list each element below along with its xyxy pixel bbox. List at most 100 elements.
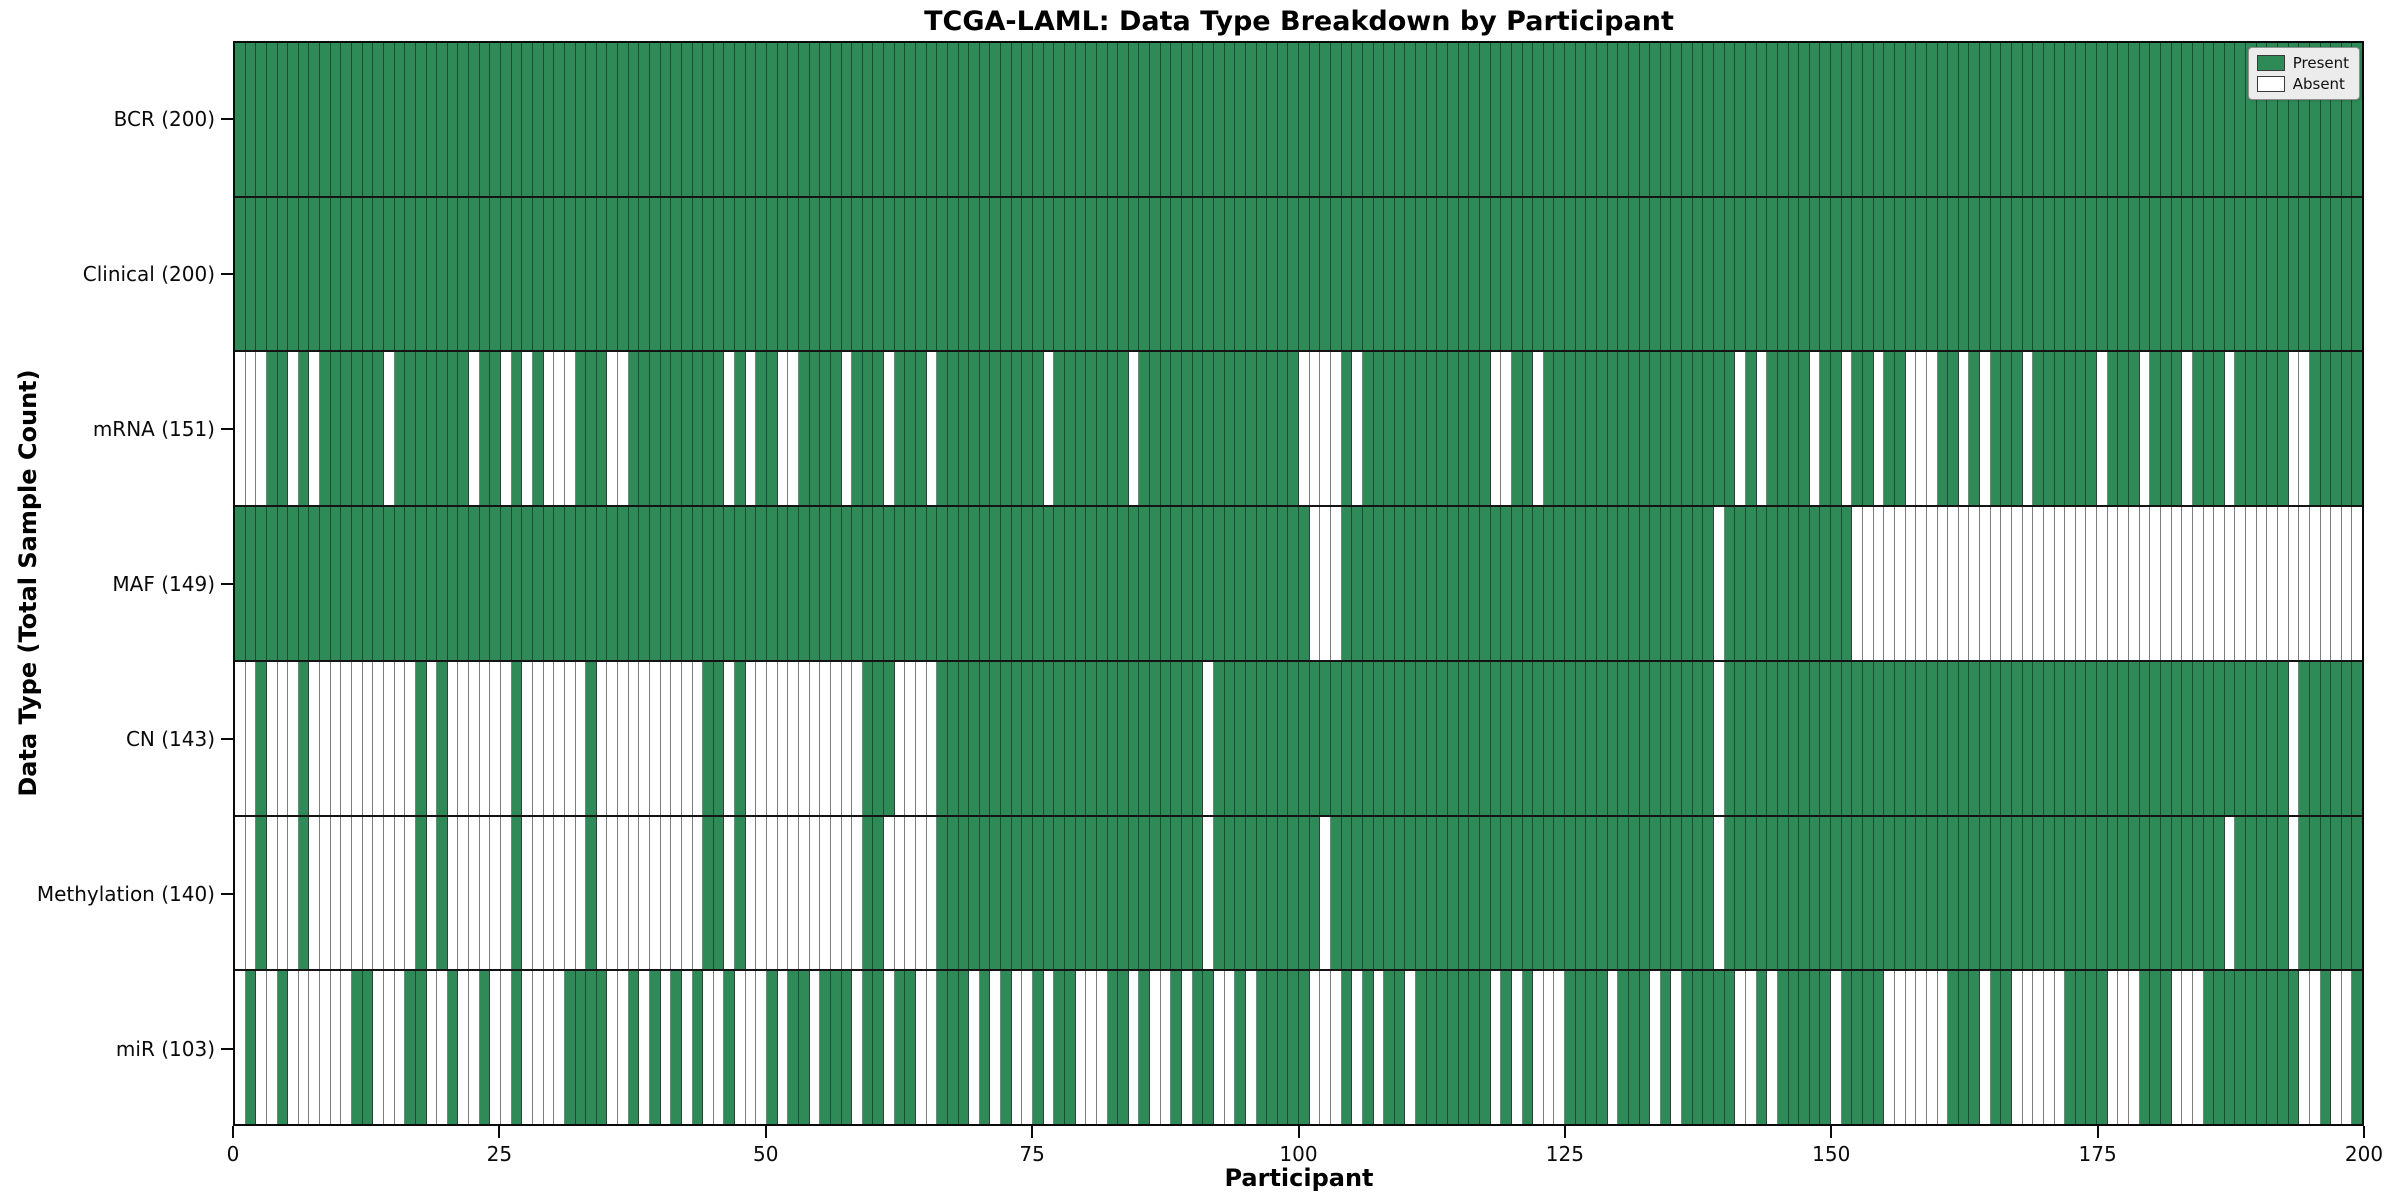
heatmap-cell bbox=[2352, 507, 2363, 660]
heatmap-cell bbox=[1086, 971, 1097, 1125]
heatmap-cell bbox=[511, 352, 523, 506]
heatmap-cell bbox=[298, 971, 310, 1125]
heatmap-cell bbox=[1980, 971, 1991, 1125]
heatmap-cell bbox=[1639, 661, 1651, 815]
heatmap-cell bbox=[1799, 352, 1810, 506]
heatmap-cell bbox=[2309, 507, 2321, 660]
heatmap-cell bbox=[2107, 661, 2119, 815]
heatmap-cell bbox=[543, 352, 555, 506]
heatmap-cell bbox=[1011, 507, 1023, 660]
heatmap-cell bbox=[2182, 971, 2193, 1125]
heatmap-cell bbox=[1522, 43, 1534, 196]
heatmap-cell bbox=[692, 352, 704, 506]
heatmap-cell bbox=[1479, 816, 1491, 970]
heatmap-cell bbox=[660, 971, 672, 1125]
heatmap-cell bbox=[1692, 661, 1704, 815]
heatmap-cell bbox=[2107, 816, 2119, 970]
heatmap-cell bbox=[1905, 816, 1917, 970]
heatmap-cell bbox=[852, 197, 863, 351]
heatmap-cell bbox=[2065, 352, 2076, 506]
heatmap-cell bbox=[1128, 816, 1140, 970]
heatmap-cell bbox=[2129, 971, 2140, 1125]
heatmap-cell bbox=[2331, 507, 2342, 660]
heatmap-cell bbox=[1777, 661, 1789, 815]
heatmap-cell bbox=[2331, 197, 2342, 351]
heatmap-cell bbox=[298, 43, 310, 196]
heatmap-cell bbox=[394, 816, 406, 970]
heatmap-cell bbox=[266, 661, 278, 815]
heatmap-cell bbox=[607, 43, 619, 196]
heatmap-cell bbox=[341, 43, 353, 196]
heatmap-cell bbox=[703, 661, 714, 815]
heatmap-cell bbox=[373, 507, 384, 660]
heatmap-cell bbox=[767, 816, 778, 970]
heatmap-cell bbox=[1171, 971, 1183, 1125]
heatmap-cell bbox=[352, 352, 363, 506]
heatmap-cell bbox=[1543, 197, 1555, 351]
heatmap-cell bbox=[1756, 661, 1768, 815]
heatmap-cell bbox=[1213, 661, 1225, 815]
heatmap-cell bbox=[266, 507, 278, 660]
heatmap-cell bbox=[894, 661, 906, 815]
heatmap-cell bbox=[1767, 661, 1778, 815]
heatmap-cell bbox=[309, 971, 321, 1125]
heatmap-cell bbox=[916, 352, 927, 506]
heatmap-cell bbox=[1150, 816, 1161, 970]
heatmap-cell bbox=[330, 971, 342, 1125]
heatmap-cell bbox=[1448, 197, 1459, 351]
heatmap-cell bbox=[479, 352, 491, 506]
heatmap-cell bbox=[245, 971, 257, 1125]
heatmap-cell bbox=[607, 507, 619, 660]
heatmap-cell bbox=[437, 43, 448, 196]
heatmap-cell bbox=[2331, 352, 2342, 506]
heatmap-cell bbox=[1139, 43, 1151, 196]
heatmap-cell bbox=[490, 507, 502, 660]
heatmap-cell bbox=[1554, 352, 1566, 506]
heatmap-cell bbox=[1554, 971, 1566, 1125]
x-tick-label: 100 bbox=[1279, 1142, 1318, 1166]
heatmap-cell bbox=[905, 352, 916, 506]
heatmap-cell bbox=[1426, 971, 1438, 1125]
heatmap-cell bbox=[1788, 352, 1800, 506]
heatmap-cell bbox=[1682, 43, 1693, 196]
heatmap-cell bbox=[1703, 661, 1715, 815]
heatmap-cell bbox=[1426, 352, 1438, 506]
heatmap-cell bbox=[681, 507, 693, 660]
heatmap-cell bbox=[1873, 971, 1885, 1125]
heatmap-cell bbox=[926, 971, 938, 1125]
heatmap-cell bbox=[1341, 507, 1353, 660]
heatmap-cell bbox=[2267, 816, 2278, 970]
heatmap-cell bbox=[1352, 352, 1363, 506]
heatmap-cell bbox=[1937, 661, 1949, 815]
heatmap-cell bbox=[873, 352, 885, 506]
heatmap-cell bbox=[979, 971, 991, 1125]
heatmap-cell bbox=[660, 352, 672, 506]
heatmap-cell bbox=[1182, 507, 1193, 660]
heatmap-cell bbox=[2256, 816, 2268, 970]
heatmap-cell bbox=[2001, 507, 2012, 660]
heatmap-cell bbox=[703, 507, 714, 660]
heatmap-cell bbox=[937, 352, 948, 506]
heatmap-cell bbox=[415, 971, 427, 1125]
heatmap-cell bbox=[1905, 352, 1917, 506]
heatmap-cell bbox=[2192, 352, 2204, 506]
legend: Present Absent bbox=[2247, 47, 2360, 100]
heatmap-cell bbox=[1352, 661, 1363, 815]
heatmap-cell bbox=[320, 197, 331, 351]
heatmap-cell bbox=[873, 971, 885, 1125]
heatmap-cell bbox=[1426, 43, 1438, 196]
heatmap-cell bbox=[607, 971, 619, 1125]
heatmap-cell bbox=[681, 816, 693, 970]
heatmap-cell bbox=[2075, 971, 2087, 1125]
heatmap-cell bbox=[1299, 197, 1310, 351]
heatmap-cell bbox=[1075, 816, 1087, 970]
heatmap-cell bbox=[1033, 43, 1044, 196]
heatmap-cell bbox=[841, 197, 853, 351]
heatmap-cell bbox=[1075, 971, 1087, 1125]
heatmap-cell bbox=[2320, 352, 2332, 506]
heatmap-cell bbox=[1533, 816, 1544, 970]
heatmap-cell bbox=[2075, 507, 2087, 660]
heatmap-cell bbox=[1001, 971, 1012, 1125]
heatmap-cell bbox=[2054, 971, 2066, 1125]
heatmap-cell bbox=[479, 43, 491, 196]
